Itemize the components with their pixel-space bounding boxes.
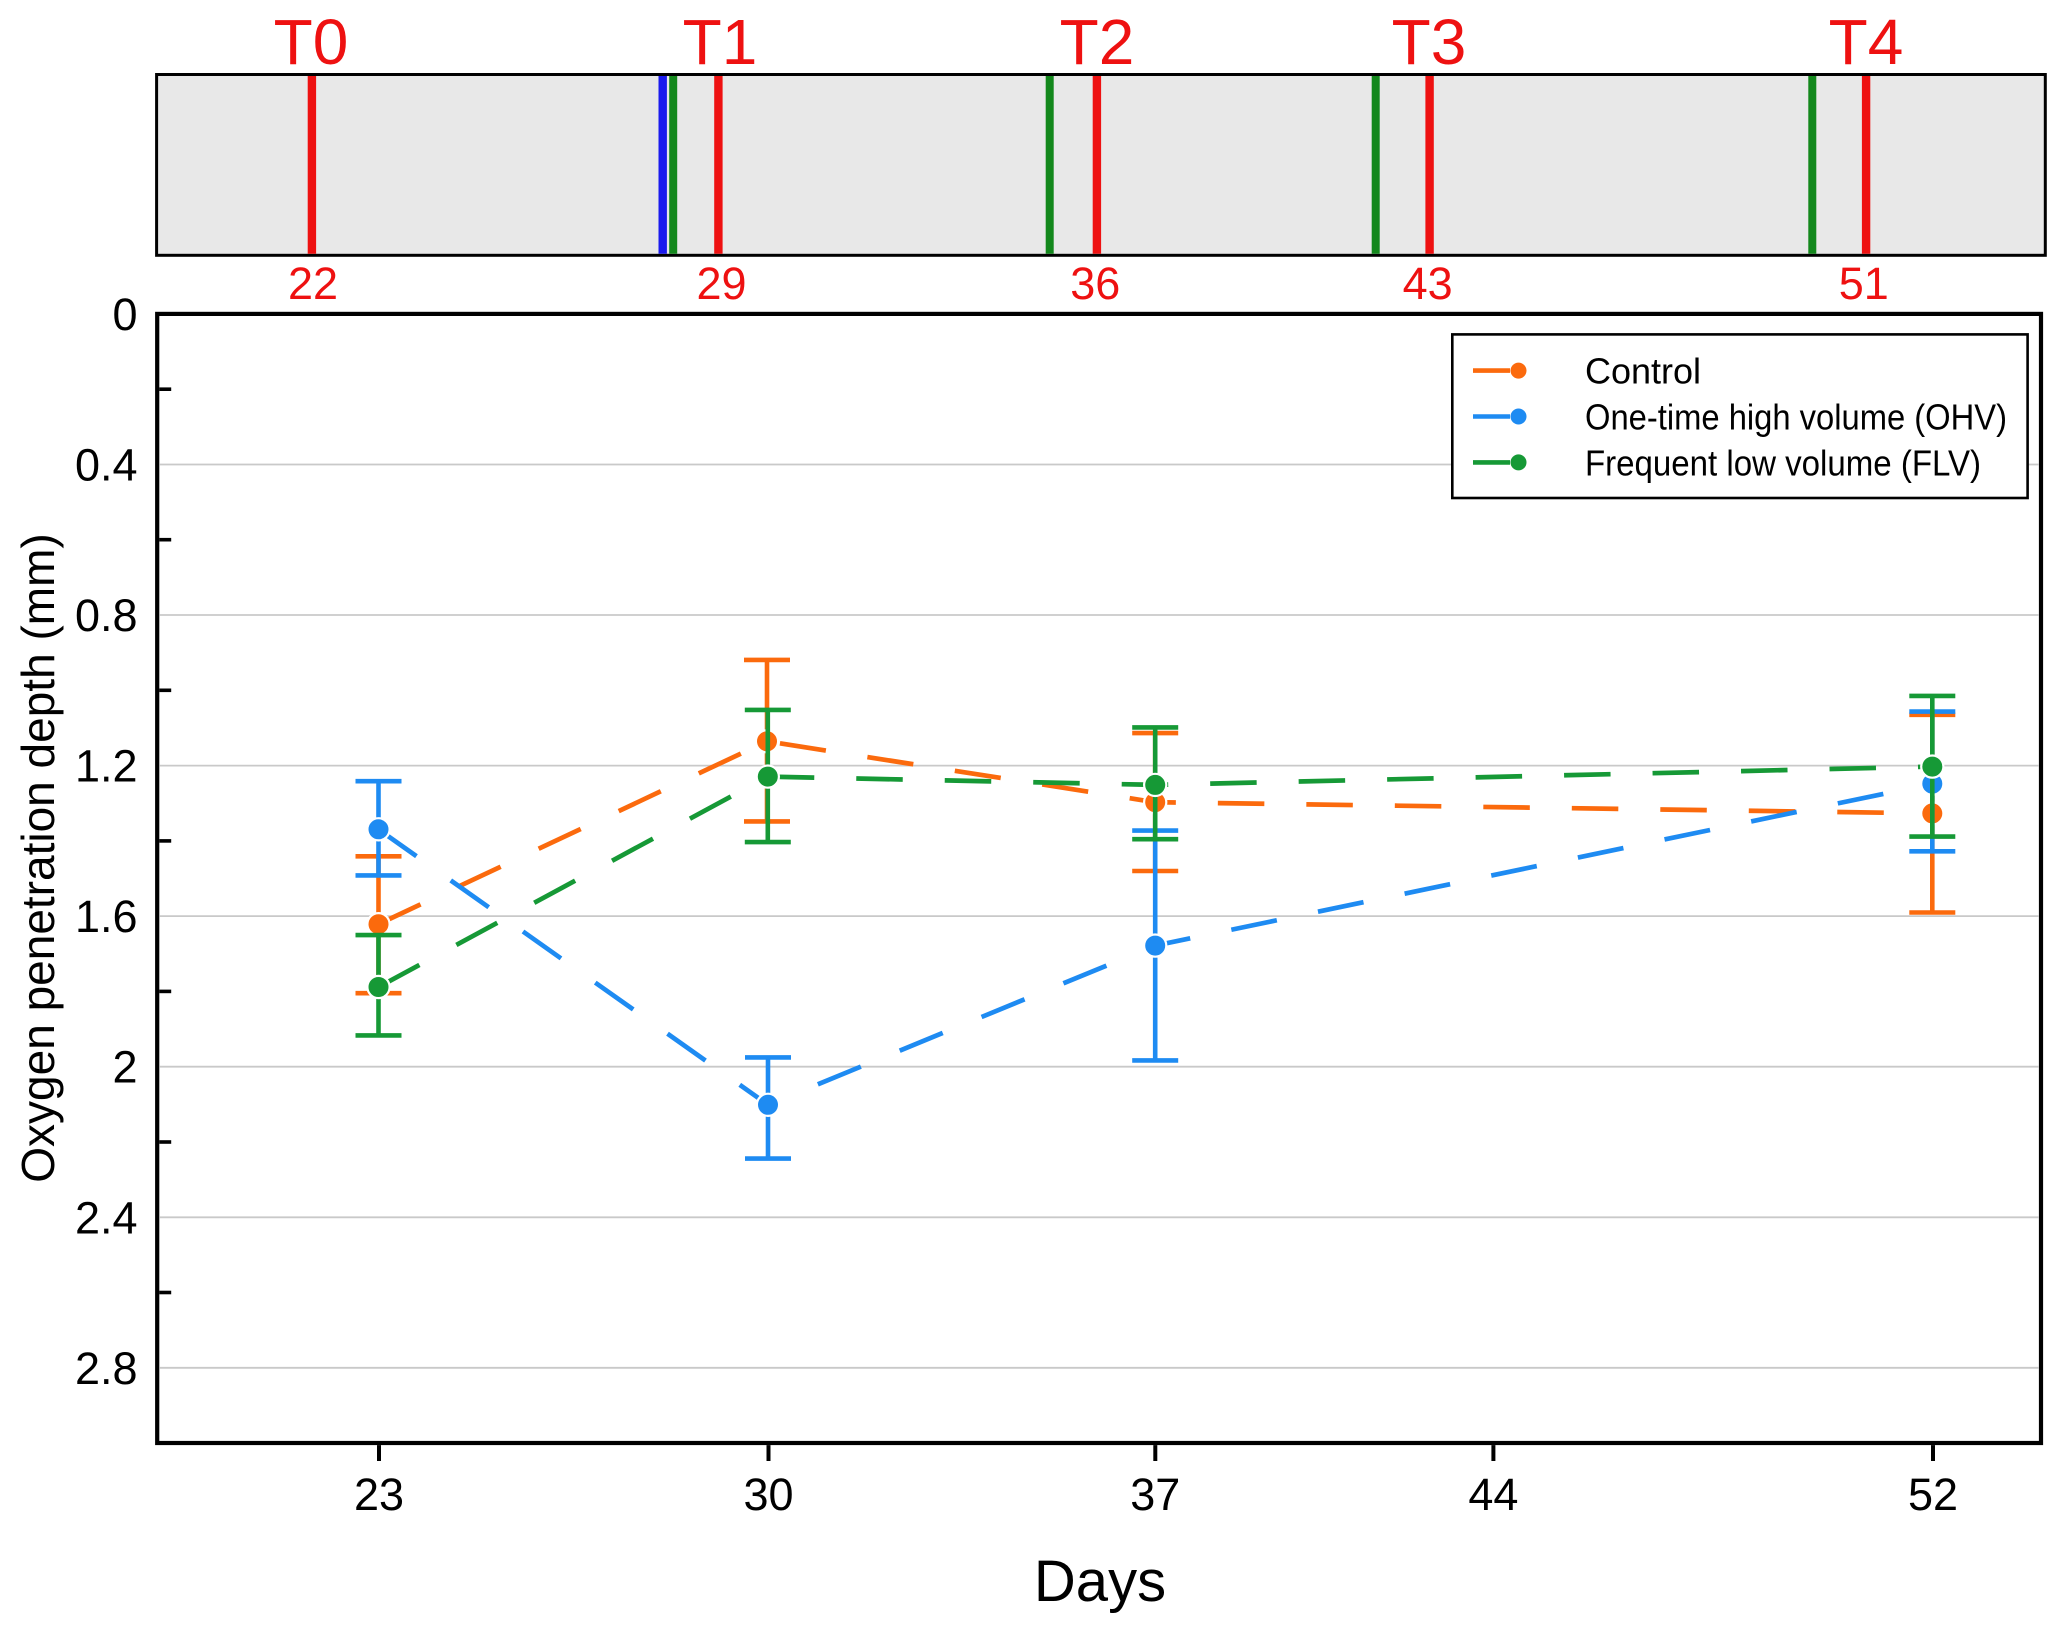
svg-text:T0: T0 [274,6,349,78]
svg-text:2.4: 2.4 [75,1192,138,1243]
svg-text:Frequent low volume (FLV): Frequent low volume (FLV) [1585,442,1981,483]
svg-text:2.8: 2.8 [75,1343,138,1394]
svg-text:23: 23 [354,1469,404,1520]
svg-text:0: 0 [112,289,137,340]
svg-text:T1: T1 [683,6,758,78]
svg-text:0.8: 0.8 [75,590,138,641]
svg-text:Oxygen penetration depth (mm): Oxygen penetration depth (mm) [12,533,64,1182]
svg-text:22: 22 [288,258,338,309]
svg-text:44: 44 [1468,1469,1518,1520]
svg-text:30: 30 [743,1469,793,1520]
svg-text:43: 43 [1403,258,1453,309]
svg-text:52: 52 [1908,1469,1958,1520]
svg-text:T3: T3 [1392,6,1467,78]
svg-text:Control: Control [1585,351,1701,392]
svg-text:T2: T2 [1060,6,1135,78]
svg-text:T4: T4 [1829,6,1904,78]
svg-text:1.2: 1.2 [75,741,138,792]
svg-text:36: 36 [1070,258,1120,309]
svg-text:1.6: 1.6 [75,891,138,942]
svg-text:One-time high volume (OHV): One-time high volume (OHV) [1585,397,2007,438]
svg-text:0.4: 0.4 [75,440,138,491]
svg-text:51: 51 [1839,258,1889,309]
svg-text:2: 2 [112,1042,137,1093]
svg-text:37: 37 [1130,1469,1180,1520]
svg-text:Days: Days [1034,1549,1166,1614]
svg-text:29: 29 [696,258,746,309]
